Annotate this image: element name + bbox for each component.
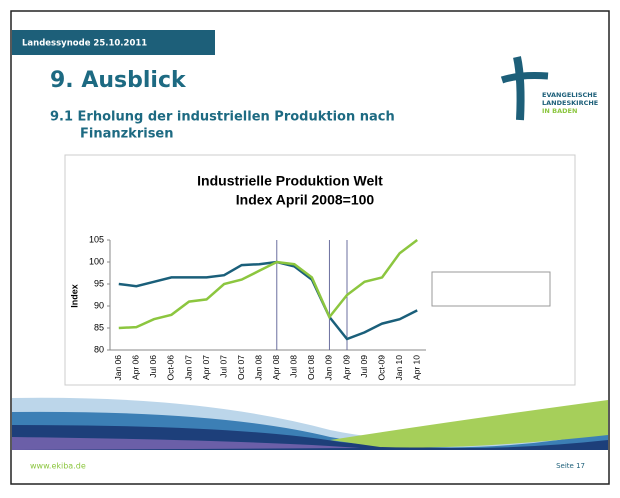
x-tick-label: Jan 09: [324, 355, 334, 381]
x-tick-label: Jul 09: [359, 355, 369, 378]
footer-page: Seite 17: [556, 462, 585, 470]
x-tick-label: Jul 07: [218, 355, 228, 378]
logo-text: IN BADEN: [542, 107, 577, 115]
x-tick-label: Apr 06: [131, 355, 141, 380]
subtitle: Finanzkrisen: [80, 127, 174, 142]
x-tick-label: Jan 06: [113, 355, 123, 381]
y-tick-label: 90: [94, 300, 104, 310]
x-tick-label: Oct-06: [166, 355, 176, 381]
slide: Landessynode 25.10.2011 9. Ausblick 9.1 …: [0, 0, 620, 494]
y-tick-label: 80: [94, 344, 104, 354]
footer-url: www.ekiba.de: [30, 462, 86, 471]
subtitle: 9.1 Erholung der industriellen Produktio…: [50, 110, 395, 125]
logo-text: EVANGELISCHE: [542, 91, 597, 99]
logo-cross: [517, 57, 521, 120]
y-tick-label: 105: [89, 234, 104, 244]
chart-title: Index April 2008=100: [236, 192, 375, 208]
chart-title: Industrielle Produktion Welt: [197, 173, 383, 189]
y-tick-label: 85: [94, 322, 104, 332]
y-tick-label: 95: [94, 278, 104, 288]
x-tick-label: Apr 09: [341, 355, 351, 380]
x-tick-label: Apr 08: [271, 355, 281, 380]
x-tick-label: Jan 07: [183, 355, 193, 381]
x-tick-label: Jan 08: [253, 355, 263, 381]
x-tick-label: Oct 08: [306, 355, 316, 380]
slide-title: 9. Ausblick: [50, 68, 187, 93]
logo-text: LANDESKIRCHE: [542, 99, 598, 107]
x-tick-label: Jan 10: [394, 355, 404, 381]
session-label: Landessynode 25.10.2011: [22, 39, 147, 49]
x-tick-label: Jul 08: [289, 355, 299, 378]
x-tick-label: Apr 07: [201, 355, 211, 380]
y-axis-label: Index: [69, 284, 79, 308]
y-tick-label: 100: [89, 256, 104, 266]
x-tick-label: Apr 10: [411, 355, 421, 380]
legend: [432, 272, 550, 306]
x-tick-label: Jul 06: [148, 355, 158, 378]
x-tick-label: Oct-09: [376, 355, 386, 381]
x-tick-label: Oct 07: [236, 355, 246, 380]
